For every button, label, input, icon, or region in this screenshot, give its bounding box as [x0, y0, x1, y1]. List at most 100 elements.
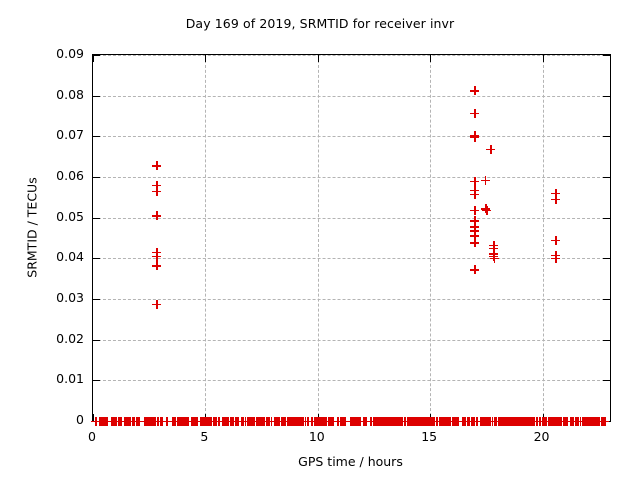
- data-point-baseline: [463, 416, 473, 426]
- data-point-baseline: [581, 416, 591, 426]
- data-point-baseline: [227, 416, 237, 426]
- data-point-baseline: [277, 416, 287, 426]
- data-point: [470, 222, 480, 232]
- data-point-baseline: [111, 416, 121, 426]
- data-point-baseline: [400, 416, 410, 426]
- data-point-baseline: [214, 416, 224, 426]
- data-point-baseline: [447, 416, 457, 426]
- data-point-baseline: [575, 416, 585, 426]
- data-point-baseline: [380, 416, 390, 426]
- y-tick-mark-right: [603, 95, 610, 97]
- data-point-baseline: [186, 416, 196, 426]
- data-point-baseline: [327, 416, 337, 426]
- data-point-baseline: [566, 416, 576, 426]
- gridline-horizontal: [93, 177, 610, 178]
- data-point-baseline: [395, 416, 405, 426]
- data-point-baseline: [129, 416, 139, 426]
- data-point-baseline: [531, 416, 541, 426]
- data-point-baseline: [290, 416, 300, 426]
- data-point-baseline: [415, 416, 425, 426]
- data-point-baseline: [169, 416, 179, 426]
- x-tick-mark: [205, 414, 207, 421]
- data-point-baseline: [559, 416, 569, 426]
- data-point: [470, 86, 480, 96]
- data-point-baseline: [252, 416, 262, 426]
- data-point-baseline: [431, 416, 441, 426]
- data-point-baseline: [481, 416, 491, 426]
- data-point-baseline: [407, 416, 417, 426]
- data-point-baseline: [590, 416, 600, 426]
- data-point-baseline: [209, 416, 219, 426]
- data-point-baseline: [314, 416, 324, 426]
- data-point-baseline: [175, 416, 185, 426]
- data-point-baseline: [514, 416, 524, 426]
- data-point-baseline: [547, 416, 557, 426]
- data-point-baseline: [278, 416, 288, 426]
- data-point-baseline: [515, 416, 525, 426]
- y-tick-mark: [93, 95, 100, 97]
- data-point-baseline: [333, 416, 343, 426]
- data-point-baseline: [459, 416, 469, 426]
- data-point-baseline: [360, 416, 370, 426]
- data-point-baseline: [238, 416, 248, 426]
- data-point-baseline: [359, 416, 369, 426]
- data-point-baseline: [109, 416, 119, 426]
- data-point: [470, 108, 480, 118]
- data-point-baseline: [148, 416, 158, 426]
- data-point-baseline: [189, 416, 199, 426]
- data-point-baseline: [513, 416, 523, 426]
- data-point-baseline: [478, 416, 488, 426]
- data-point-baseline: [420, 416, 430, 426]
- data-point: [482, 205, 492, 215]
- data-point-baseline: [369, 416, 379, 426]
- data-point-baseline: [303, 416, 313, 426]
- data-point-baseline: [291, 416, 301, 426]
- data-point-baseline: [264, 416, 274, 426]
- data-point-baseline: [371, 416, 381, 426]
- data-point-baseline: [254, 416, 264, 426]
- data-point-baseline: [280, 416, 290, 426]
- data-point-baseline: [289, 416, 299, 426]
- data-point-baseline: [394, 416, 404, 426]
- data-point: [551, 235, 561, 245]
- data-point-baseline: [453, 416, 463, 426]
- data-point-baseline: [148, 416, 158, 426]
- data-point-baseline: [249, 416, 259, 426]
- data-point-baseline: [278, 416, 288, 426]
- data-point-baseline: [121, 416, 131, 426]
- data-point-baseline: [125, 416, 135, 426]
- data-point-baseline: [566, 416, 576, 426]
- data-point: [551, 188, 561, 198]
- gridline-horizontal: [93, 95, 610, 97]
- data-point-baseline: [253, 416, 263, 426]
- data-point-baseline: [337, 416, 347, 426]
- data-point-baseline: [393, 416, 403, 426]
- data-point-baseline: [545, 416, 555, 426]
- y-tick-label: 0.02: [56, 330, 84, 346]
- data-point-baseline: [141, 416, 151, 426]
- data-point: [470, 265, 480, 275]
- data-point-baseline: [404, 416, 414, 426]
- data-point-baseline: [581, 416, 591, 426]
- data-point-baseline: [223, 416, 233, 426]
- x-tick-label: 10: [308, 429, 325, 444]
- data-point-baseline: [353, 416, 363, 426]
- data-point-baseline: [517, 416, 527, 426]
- data-point-baseline: [512, 416, 522, 426]
- data-point-baseline: [192, 416, 202, 426]
- data-point-baseline: [559, 416, 569, 426]
- data-point-baseline: [298, 416, 308, 426]
- data-point-baseline: [416, 416, 426, 426]
- data-point-baseline: [460, 416, 470, 426]
- data-point-baseline: [404, 416, 414, 426]
- data-point-baseline: [451, 416, 461, 426]
- data-point-baseline: [108, 416, 118, 426]
- data-point-baseline: [442, 416, 452, 426]
- data-point-baseline: [467, 416, 477, 426]
- data-point-baseline: [559, 416, 569, 426]
- data-point-baseline: [336, 416, 346, 426]
- data-point-baseline: [100, 416, 110, 426]
- data-point-baseline: [568, 416, 578, 426]
- data-point-baseline: [588, 416, 598, 426]
- data-point-baseline: [256, 416, 266, 426]
